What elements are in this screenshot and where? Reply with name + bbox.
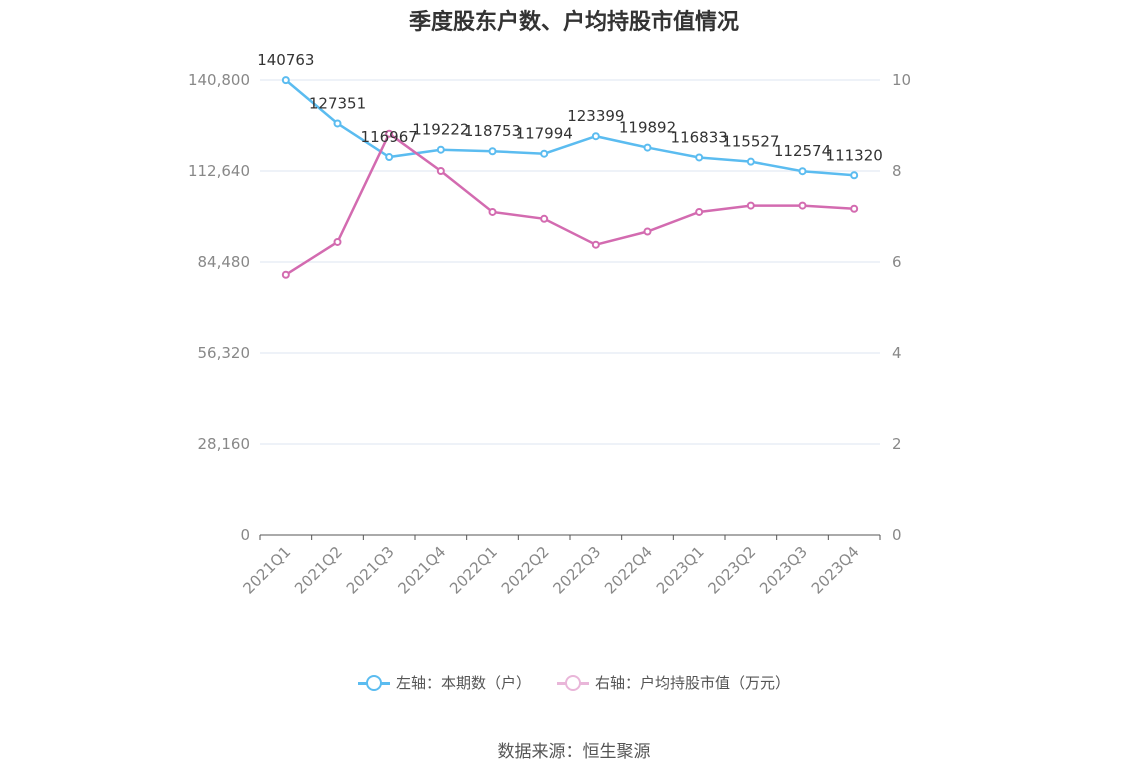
chart-title: 季度股东户数、户均持股市值情况: [408, 10, 739, 35]
legend-line-marker-icon: [357, 674, 390, 691]
y-left-tick-label: 140,800: [188, 71, 250, 89]
data-point-avg-value: [436, 167, 445, 175]
y-left-tick-label: 84,480: [198, 253, 251, 271]
y-right-tick-label: 0: [892, 526, 902, 544]
data-point-avg-value: [540, 214, 549, 223]
y-right-tick-label: 6: [892, 253, 902, 271]
data-point-households: [488, 147, 497, 156]
data-source: 数据来源：恒生聚源: [497, 742, 651, 762]
label-layer: 140763 127351 1169671192221187531179941233…: [257, 51, 883, 164]
y-right-tick-label: 4: [892, 344, 902, 362]
data-label: 119892: [619, 119, 676, 137]
x-tick-label: 2021Q3: [343, 543, 398, 598]
x-tick-label: 2022Q4: [601, 543, 656, 598]
x-tick-label: 2023Q1: [653, 543, 708, 598]
data-point-avg-value: [746, 201, 755, 210]
legend-line-marker-icon: [557, 674, 589, 691]
data-point-avg-value: [333, 237, 342, 246]
y-left-tick-label: 112,640: [188, 162, 250, 180]
y-right-tick-label: 2: [892, 435, 902, 453]
data-point-avg-value: [850, 204, 859, 213]
data-point-households: [746, 157, 755, 166]
data-point-avg-value: [798, 201, 807, 210]
data-label: 111320: [826, 146, 883, 164]
y-left-tick-label: 56,320: [198, 344, 251, 362]
data-label: 116967: [361, 128, 418, 146]
legend-label-households: 左轴：本期数（户）: [395, 674, 531, 692]
grid-layer: [260, 79, 880, 445]
y-left-tick-label: 0: [240, 526, 250, 544]
y-left-tick-label: 28,160: [198, 435, 251, 453]
data-point-households: [385, 153, 394, 162]
data-point-avg-value: [591, 240, 600, 249]
data-label: 117994: [516, 125, 573, 143]
data-point-households: [591, 132, 600, 141]
data-point-avg-value: [488, 207, 497, 216]
x-tick-label: 2022Q1: [446, 543, 501, 598]
data-label: 118753: [464, 122, 521, 140]
data-point-households: [333, 119, 342, 128]
data-label: 112574: [774, 142, 831, 160]
data-point-households: [695, 153, 704, 162]
x-tick-label: 2022Q3: [549, 543, 604, 598]
x-tick-label: 2021Q1: [239, 543, 294, 598]
x-tick-label: 2023Q3: [756, 543, 811, 598]
data-point-avg-value: [385, 129, 394, 138]
data-label: 127351: [309, 94, 366, 112]
data-point-households: [540, 149, 549, 158]
x-tick-label: 2021Q2: [291, 543, 346, 598]
data-label: 115527: [722, 133, 779, 151]
data-point-households: [798, 167, 807, 176]
data-point-households: [281, 76, 290, 85]
data-label: 123399: [567, 107, 624, 125]
series-layer: [281, 76, 859, 279]
y-right-tick-label: 8: [892, 162, 902, 180]
legend-label-avg-value: 右轴：户均持股市值（万元）: [595, 674, 791, 692]
data-point-households: [436, 145, 445, 154]
x-tick-label: 2023Q4: [808, 543, 863, 598]
legend-item-households[interactable]: 左轴：本期数（户）: [357, 672, 531, 693]
x-tick-label: 2023Q2: [704, 543, 759, 598]
legend-item-avg-value[interactable]: 右轴：户均持股市值（万元）: [557, 672, 790, 693]
data-point-avg-value: [695, 207, 704, 216]
data-point-households: [850, 171, 859, 180]
x-tick-label: 2021Q4: [394, 543, 449, 598]
data-label: 116833: [671, 128, 728, 146]
data-point-households: [643, 143, 652, 152]
series-line-avg-value: [285, 131, 855, 276]
data-label: 119222: [412, 121, 469, 139]
data-label: 140763: [257, 51, 314, 69]
y-right-tick-label: 10: [892, 71, 911, 89]
data-point-avg-value: [281, 270, 290, 279]
x-tick-label: 2022Q2: [498, 543, 553, 598]
legend: 左轴：本期数（户） 右轴：户均持股市值（万元）: [0, 672, 1148, 693]
data-point-avg-value: [643, 227, 652, 236]
